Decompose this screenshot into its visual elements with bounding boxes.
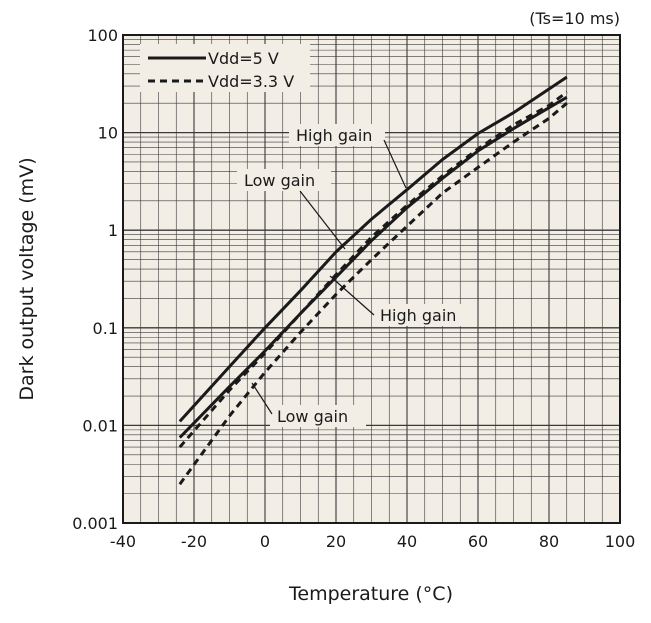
annotations: High gain Low gain High gain Low gain [237, 124, 470, 427]
series-layer [178, 75, 568, 486]
y-tick-label: 0.01 [82, 416, 118, 435]
annotation-box-high-5v [289, 124, 385, 146]
annotation-high-gain-33v: High gain [380, 306, 456, 325]
annotation-leader-high-5v [383, 139, 407, 189]
annotation-high-gain-5v: High gain [296, 126, 372, 145]
y-tick-label: 0.1 [93, 319, 118, 338]
annotation-box-low-33v [270, 405, 366, 427]
x-tick-label: 100 [605, 532, 636, 551]
annotation-leader-low-33v [251, 382, 273, 415]
annotation-low-gain-33v: Low gain [277, 407, 348, 426]
annotation-leader-high-33v [329, 275, 375, 316]
x-axis-title: Temperature (°C) [288, 583, 453, 605]
series-line-vdd33-high-gain [178, 90, 568, 449]
annotation-leader-low-5v [299, 190, 346, 250]
annotation-low-gain-5v: Low gain [244, 171, 315, 190]
x-tick-label: 0 [260, 532, 270, 551]
annotation-box-high-33v [374, 304, 470, 326]
tick-labels: -40 -20 0 20 40 60 80 100 0.001 0.01 0.1 1 10 100 [72, 26, 635, 551]
y-tick-label: 10 [98, 124, 118, 143]
y-tick-label: 100 [87, 26, 118, 45]
y-tick-label: 0.001 [72, 514, 118, 533]
x-tick-label: -20 [181, 532, 207, 551]
y-axis-title: Dark output voltage (mV) [16, 157, 38, 400]
legend-box [140, 44, 310, 92]
legend: Vdd=5 V Vdd=3.3 V [140, 44, 310, 92]
x-tick-label: 40 [397, 532, 417, 551]
series-line-vdd5-high-gain [178, 75, 568, 423]
legend-label-vdd5: Vdd=5 V [208, 49, 279, 68]
measurement-note: (Ts=10 ms) [529, 9, 620, 28]
x-tick-label: 80 [539, 532, 559, 551]
plot-frame [122, 34, 621, 524]
y-tick-label: 1 [108, 221, 118, 240]
grid [123, 35, 620, 523]
x-tick-label: -40 [110, 532, 136, 551]
x-tick-label: 20 [326, 532, 346, 551]
annotation-box-low-5v [237, 169, 331, 191]
x-tick-label: 60 [468, 532, 488, 551]
legend-label-vdd33: Vdd=3.3 V [208, 72, 294, 91]
series-line-vdd5-low-gain [178, 96, 568, 439]
